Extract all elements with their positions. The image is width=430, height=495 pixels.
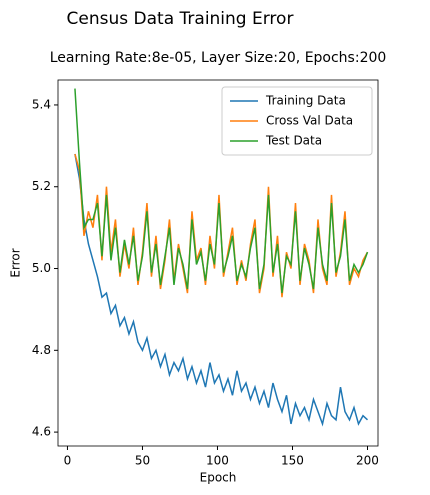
y-tick-label: 5.2 — [32, 179, 51, 193]
x-tick-label: 100 — [206, 454, 229, 468]
legend-box — [221, 86, 373, 156]
y-tick-label: 5.0 — [32, 261, 51, 275]
line-series — [74, 153, 369, 298]
x-axis-label: Epoch — [200, 471, 237, 485]
line-series — [74, 153, 369, 427]
y-tick-label: 5.4 — [32, 97, 51, 111]
line-series — [74, 88, 369, 294]
x-tick-label: 150 — [281, 454, 304, 468]
legend-label: Cross Val Data — [266, 114, 353, 128]
y-tick-label: 4.8 — [32, 343, 51, 357]
y-tick-label: 4.6 — [32, 425, 51, 439]
y-axis-label: Error — [9, 248, 23, 277]
legend-label: Training Data — [265, 94, 346, 108]
legend-label: Test Data — [265, 134, 322, 148]
axes-frame — [57, 79, 379, 447]
x-tick-label: 0 — [64, 454, 72, 468]
chart-title: Census Data Training Error — [67, 9, 294, 29]
chart-subtitle: Learning Rate:8e-05, Layer Size:20, Epoc… — [50, 50, 387, 66]
x-tick-label: 50 — [135, 454, 150, 468]
x-tick-label: 200 — [356, 454, 379, 468]
